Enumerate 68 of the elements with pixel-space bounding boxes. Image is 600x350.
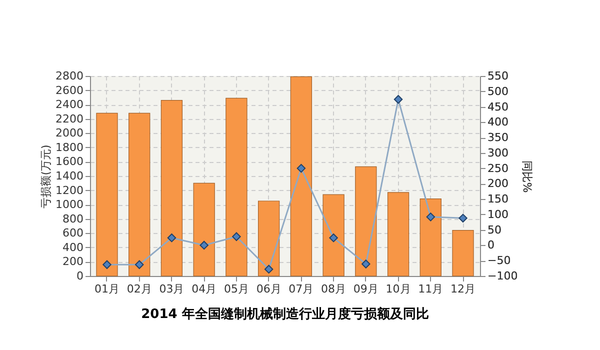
x-tick-label: 03月 bbox=[159, 282, 184, 296]
y2-tick-label: 150 bbox=[488, 192, 508, 206]
y-tick-label: 2400 bbox=[56, 98, 84, 112]
bar bbox=[193, 182, 215, 276]
y2-tick-label: 0 bbox=[488, 238, 494, 252]
x-tick-label: 10月 bbox=[386, 282, 411, 296]
point bbox=[296, 164, 306, 173]
bar bbox=[355, 166, 377, 276]
y2-tick-label: −100 bbox=[488, 270, 518, 282]
x-tick-label: 08月 bbox=[321, 282, 346, 296]
y2-tick-label: 550 bbox=[488, 70, 508, 82]
y2-tick-label: 500 bbox=[488, 84, 508, 98]
point bbox=[329, 233, 338, 242]
y2-tick-label: 50 bbox=[488, 223, 502, 236]
text: 2014 年全国缝制机械制造行业月度亏损额及同比 bbox=[141, 306, 429, 322]
y-tick-label: 1400 bbox=[56, 170, 84, 182]
bar bbox=[226, 98, 248, 276]
y2-tick-label: 100 bbox=[488, 208, 508, 221]
bar bbox=[160, 100, 183, 276]
y2-tick-label: 400 bbox=[488, 116, 508, 129]
x-tick-label: 01月 bbox=[94, 282, 120, 296]
bar bbox=[387, 192, 410, 276]
bar bbox=[452, 230, 474, 276]
x-tick-label: 06月 bbox=[256, 282, 282, 296]
point bbox=[394, 95, 403, 104]
y2-axis-title: 同比% bbox=[520, 160, 534, 193]
y2-tick-label: 450 bbox=[488, 100, 508, 114]
point bbox=[426, 212, 436, 222]
y-tick-label: 200 bbox=[62, 255, 84, 268]
y2-tick-label: −50 bbox=[488, 254, 511, 268]
bar bbox=[420, 198, 442, 276]
x-tick-label: 07月 bbox=[288, 282, 314, 296]
y-tick-label: 400 bbox=[62, 240, 84, 254]
point bbox=[167, 233, 176, 242]
bar bbox=[290, 76, 312, 276]
x-tick-label: 11月 bbox=[418, 282, 444, 296]
point bbox=[232, 232, 241, 241]
y-tick-label: 600 bbox=[62, 226, 84, 240]
x-tick-label: 05月 bbox=[224, 282, 249, 296]
point bbox=[200, 240, 208, 250]
point bbox=[264, 264, 274, 274]
point bbox=[362, 260, 370, 268]
point bbox=[134, 260, 144, 269]
y-tick-label: 2200 bbox=[56, 112, 84, 126]
bar bbox=[322, 194, 344, 276]
y-tick-label: 1600 bbox=[56, 155, 84, 168]
y2-tick-label: 350 bbox=[488, 131, 508, 144]
y-tick-label: 800 bbox=[62, 212, 84, 226]
y-tick-label: 1200 bbox=[56, 184, 84, 197]
point bbox=[102, 260, 112, 269]
y-tick-label: 1000 bbox=[56, 198, 84, 212]
y-tick-label: 2800 bbox=[56, 70, 84, 82]
x-tick-label: 12月 bbox=[450, 282, 476, 296]
x-tick-label: 09月 bbox=[353, 282, 378, 296]
point bbox=[458, 214, 468, 223]
y2-tick-label: 200 bbox=[488, 177, 508, 190]
y2-tick-label: 300 bbox=[488, 146, 508, 160]
x-tick-label: 04月 bbox=[192, 282, 217, 296]
y-tick-label: 1800 bbox=[56, 140, 84, 154]
y2-tick-label: 250 bbox=[488, 162, 508, 175]
bar bbox=[96, 112, 118, 276]
bar bbox=[258, 200, 280, 276]
y-tick-label: 2000 bbox=[56, 126, 84, 140]
x-tick-label: 02月 bbox=[126, 282, 152, 296]
bar bbox=[128, 112, 150, 276]
y-axis-title: 亏损额(万元) bbox=[40, 144, 53, 208]
y-tick-label: 2600 bbox=[56, 84, 84, 97]
y-tick-label: 0 bbox=[76, 270, 84, 282]
